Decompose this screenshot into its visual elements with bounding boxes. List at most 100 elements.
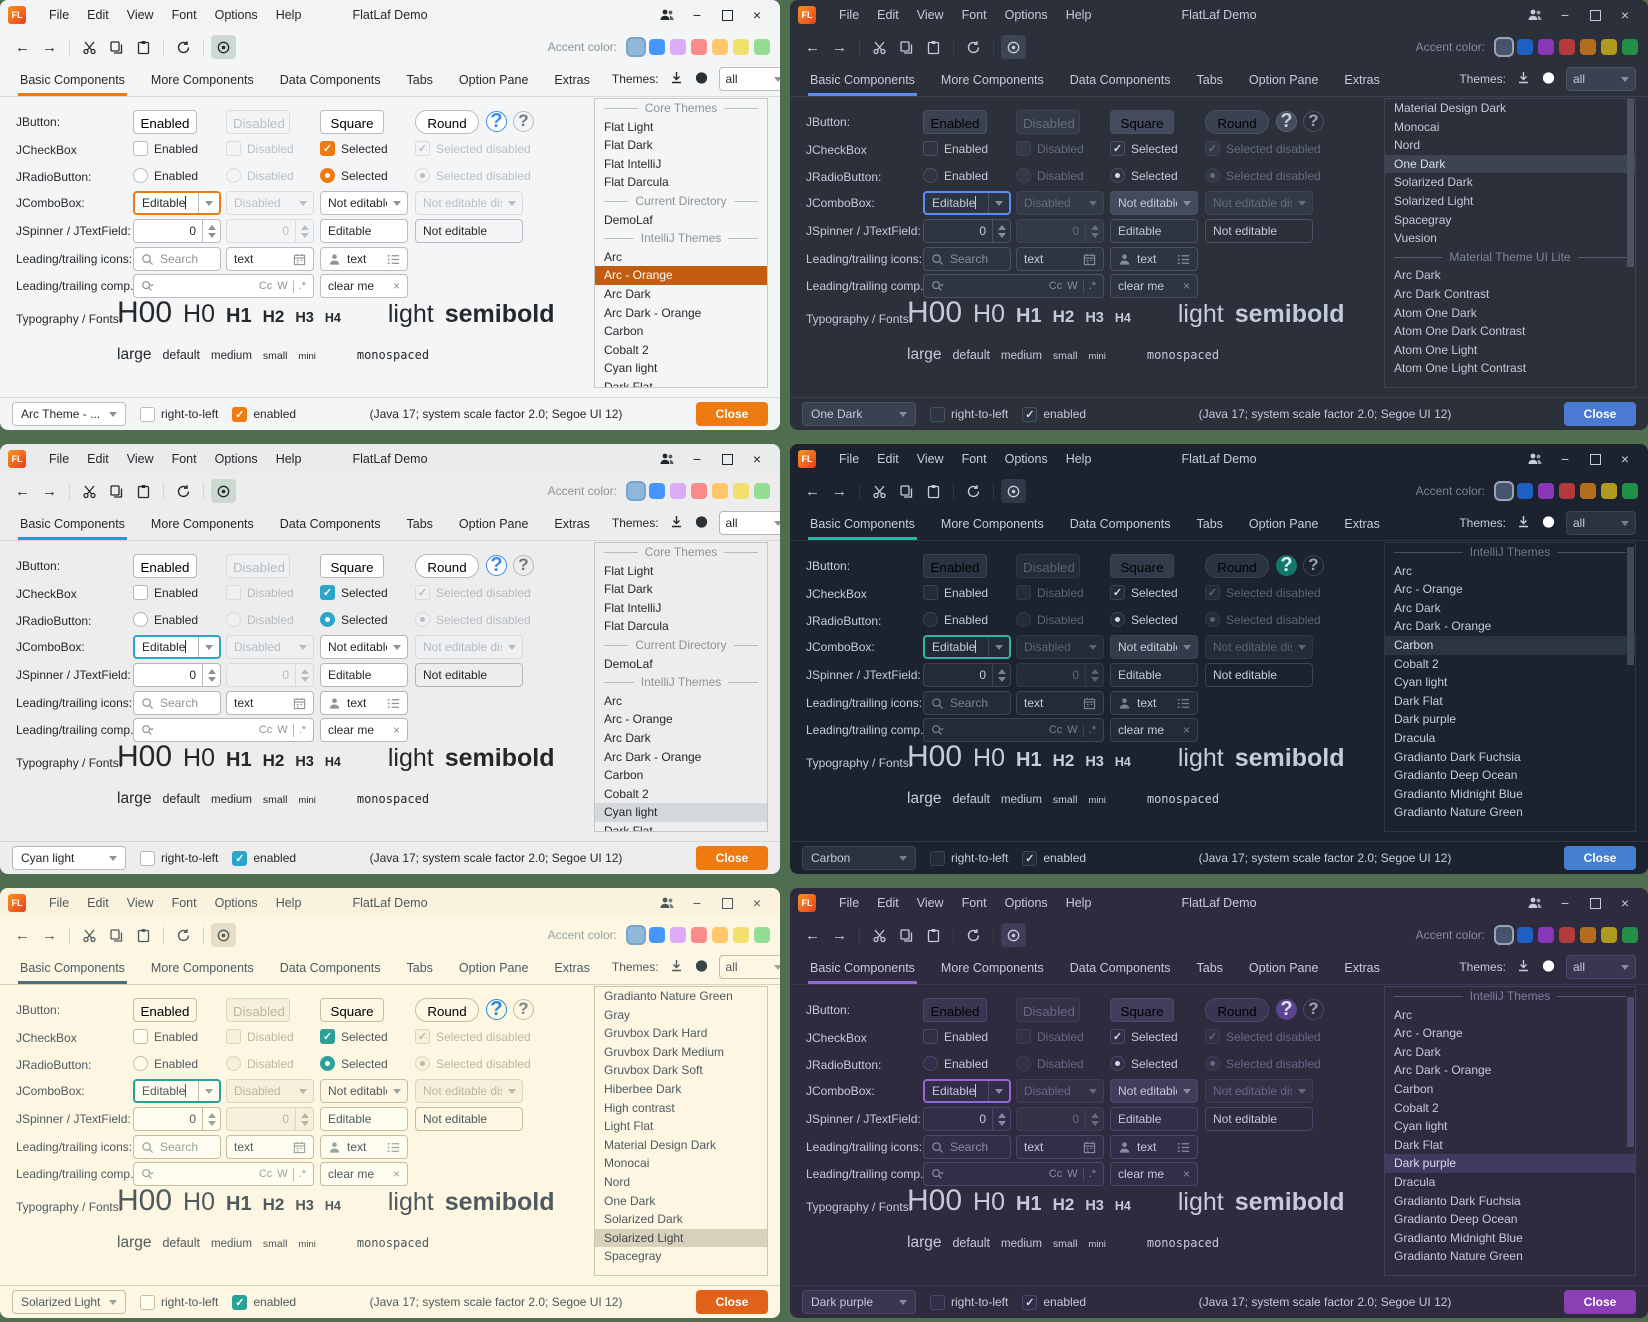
spinner-down-icon[interactable] xyxy=(997,232,1006,238)
theme-list-item[interactable]: One Dark xyxy=(604,1193,656,1208)
right-to-left-checkbox[interactable]: right-to-left xyxy=(930,406,1008,422)
show-hover-icon[interactable] xyxy=(211,35,236,59)
menu-options[interactable]: Options xyxy=(1004,896,1048,910)
refresh-icon[interactable] xyxy=(171,923,196,947)
spinner-value[interactable]: 0 xyxy=(979,668,986,682)
theme-list-item[interactable]: Dark Flat xyxy=(1394,693,1443,708)
menu-edit[interactable]: Edit xyxy=(87,8,109,22)
accent-swatch[interactable] xyxy=(754,39,770,55)
help-button[interactable]: ? xyxy=(486,111,507,132)
spinner-arrows[interactable] xyxy=(992,1108,1010,1130)
theme-list-item[interactable]: Atom One Light Contrast xyxy=(1394,361,1527,376)
refresh-icon[interactable] xyxy=(961,923,986,947)
theme-list-item[interactable]: Flat IntelliJ xyxy=(604,600,662,615)
theme-list-item[interactable]: Arc Dark Contrast xyxy=(1394,286,1490,301)
theme-list-item[interactable]: Nord xyxy=(604,1174,631,1189)
whole-word-toggle[interactable]: W xyxy=(1067,1168,1078,1180)
search-dropdown-icon[interactable] xyxy=(931,1168,944,1181)
accent-swatch-selected[interactable] xyxy=(1496,483,1512,499)
close-button[interactable]: Close xyxy=(1564,402,1636,426)
accent-swatch[interactable] xyxy=(712,39,728,55)
menu-file[interactable]: File xyxy=(49,8,70,22)
right-to-left-checkbox[interactable]: right-to-left xyxy=(140,1294,218,1310)
accent-swatch[interactable] xyxy=(670,927,686,943)
calendar-icon[interactable] xyxy=(293,253,306,266)
radio-enabled[interactable]: Enabled xyxy=(133,168,198,183)
download-icon[interactable] xyxy=(1516,70,1531,88)
whole-word-toggle[interactable]: W xyxy=(1067,280,1078,292)
tab-basic-components[interactable]: Basic Components xyxy=(806,955,919,984)
clearable-input[interactable]: clear me × xyxy=(1110,1162,1198,1186)
close-window-button[interactable]: × xyxy=(752,451,762,467)
accent-swatch[interactable] xyxy=(1559,39,1575,55)
clearable-input[interactable]: clear me × xyxy=(1110,718,1198,742)
back-button[interactable]: ← xyxy=(805,482,820,500)
combobox-arrow[interactable] xyxy=(988,637,1009,657)
tab-tabs[interactable]: Tabs xyxy=(406,517,433,531)
menu-view[interactable]: View xyxy=(126,896,154,910)
accent-swatch[interactable] xyxy=(754,483,770,499)
accent-swatch[interactable] xyxy=(691,483,707,499)
spinner-arrows[interactable] xyxy=(992,664,1010,686)
clearable-input[interactable]: clear me × xyxy=(320,718,408,742)
textfield-editable[interactable]: Editable xyxy=(1110,219,1198,243)
themes-filter-select[interactable]: all xyxy=(1566,511,1636,535)
theme-list-item[interactable]: Dark Flat xyxy=(604,379,653,388)
accent-swatch[interactable] xyxy=(1559,927,1575,943)
menu-font[interactable]: Font xyxy=(961,896,987,910)
round-button[interactable]: Round xyxy=(1205,554,1269,578)
tab-tabs[interactable]: Tabs xyxy=(1196,73,1223,87)
tab-tabs[interactable]: Tabs xyxy=(1196,961,1223,975)
clear-icon[interactable]: × xyxy=(1182,279,1190,293)
copy-icon[interactable] xyxy=(104,923,129,947)
theme-list-item[interactable]: Arc - Orange xyxy=(1394,1026,1463,1041)
menu-file[interactable]: File xyxy=(839,896,860,910)
combobox-not-editable[interactable]: Not editable xyxy=(1110,1079,1198,1103)
search-options-input[interactable]: Cc W .* xyxy=(923,274,1104,298)
copy-icon[interactable] xyxy=(104,479,129,503)
theme-list-item[interactable]: Light Flat xyxy=(604,1119,654,1134)
theme-list-item[interactable]: Solarized Light xyxy=(1394,193,1474,208)
menu-view[interactable]: View xyxy=(916,8,944,22)
search-dropdown-icon[interactable] xyxy=(931,724,944,737)
menu-font[interactable]: Font xyxy=(961,452,987,466)
menu-file[interactable]: File xyxy=(49,896,70,910)
theme-list-item-selected[interactable]: Carbon xyxy=(1385,635,1635,655)
date-input[interactable]: text xyxy=(1016,247,1104,271)
help-button-secondary[interactable]: ? xyxy=(1303,555,1324,576)
radio-selected[interactable]: Selected xyxy=(1110,612,1178,627)
checkbox-enabled[interactable]: Enabled xyxy=(923,141,988,156)
theme-list-item[interactable]: Dark Flat xyxy=(604,823,653,832)
spinner-down-icon[interactable] xyxy=(997,1120,1006,1126)
search-input[interactable]: Search xyxy=(923,1135,1011,1159)
show-hover-icon[interactable] xyxy=(211,479,236,503)
textfield-editable[interactable]: Editable xyxy=(320,663,408,687)
tab-tabs[interactable]: Tabs xyxy=(406,73,433,87)
accent-swatch[interactable] xyxy=(733,39,749,55)
close-window-button[interactable]: × xyxy=(752,895,762,911)
tab-more-components[interactable]: More Components xyxy=(150,961,254,975)
copy-icon[interactable] xyxy=(894,35,919,59)
spinner-down-icon[interactable] xyxy=(997,676,1006,682)
round-button[interactable]: Round xyxy=(415,110,479,134)
back-button[interactable]: ← xyxy=(805,926,820,944)
list-icon[interactable] xyxy=(387,697,400,710)
whole-word-toggle[interactable]: W xyxy=(1067,724,1078,736)
help-button[interactable]: ? xyxy=(1276,555,1297,576)
theme-list-item[interactable]: Atom One Light xyxy=(1394,342,1478,357)
tab-data-components[interactable]: Data Components xyxy=(1069,517,1171,531)
clear-icon[interactable]: × xyxy=(1182,1167,1190,1181)
square-button[interactable]: Square xyxy=(1110,110,1174,134)
theme-list-item[interactable]: Arc Dark xyxy=(604,286,651,301)
tab-basic-components[interactable]: Basic Components xyxy=(806,67,919,96)
refresh-icon[interactable] xyxy=(961,479,986,503)
theme-selector[interactable]: One Dark xyxy=(802,402,916,426)
minimize-button[interactable]: − xyxy=(692,895,702,911)
right-to-left-checkbox[interactable]: right-to-left xyxy=(930,1294,1008,1310)
menu-view[interactable]: View xyxy=(126,452,154,466)
combobox-not-editable[interactable]: Not editable xyxy=(320,1079,408,1103)
close-button[interactable]: Close xyxy=(1564,846,1636,870)
theme-selector[interactable]: Cyan light xyxy=(12,846,126,870)
checkbox-enabled[interactable]: Enabled xyxy=(133,141,198,156)
github-icon[interactable] xyxy=(1541,70,1556,88)
